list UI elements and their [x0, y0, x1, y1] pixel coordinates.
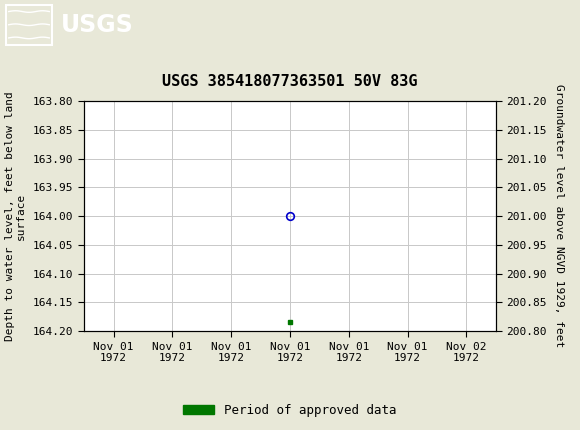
- Legend: Period of approved data: Period of approved data: [178, 399, 402, 421]
- Text: USGS: USGS: [61, 13, 133, 37]
- Y-axis label: Groundwater level above NGVD 1929, feet: Groundwater level above NGVD 1929, feet: [554, 84, 564, 348]
- Text: USGS 385418077363501 50V 83G: USGS 385418077363501 50V 83G: [162, 74, 418, 89]
- Bar: [6, 5, 52, 45]
- Y-axis label: Depth to water level, feet below land
surface: Depth to water level, feet below land su…: [5, 91, 26, 341]
